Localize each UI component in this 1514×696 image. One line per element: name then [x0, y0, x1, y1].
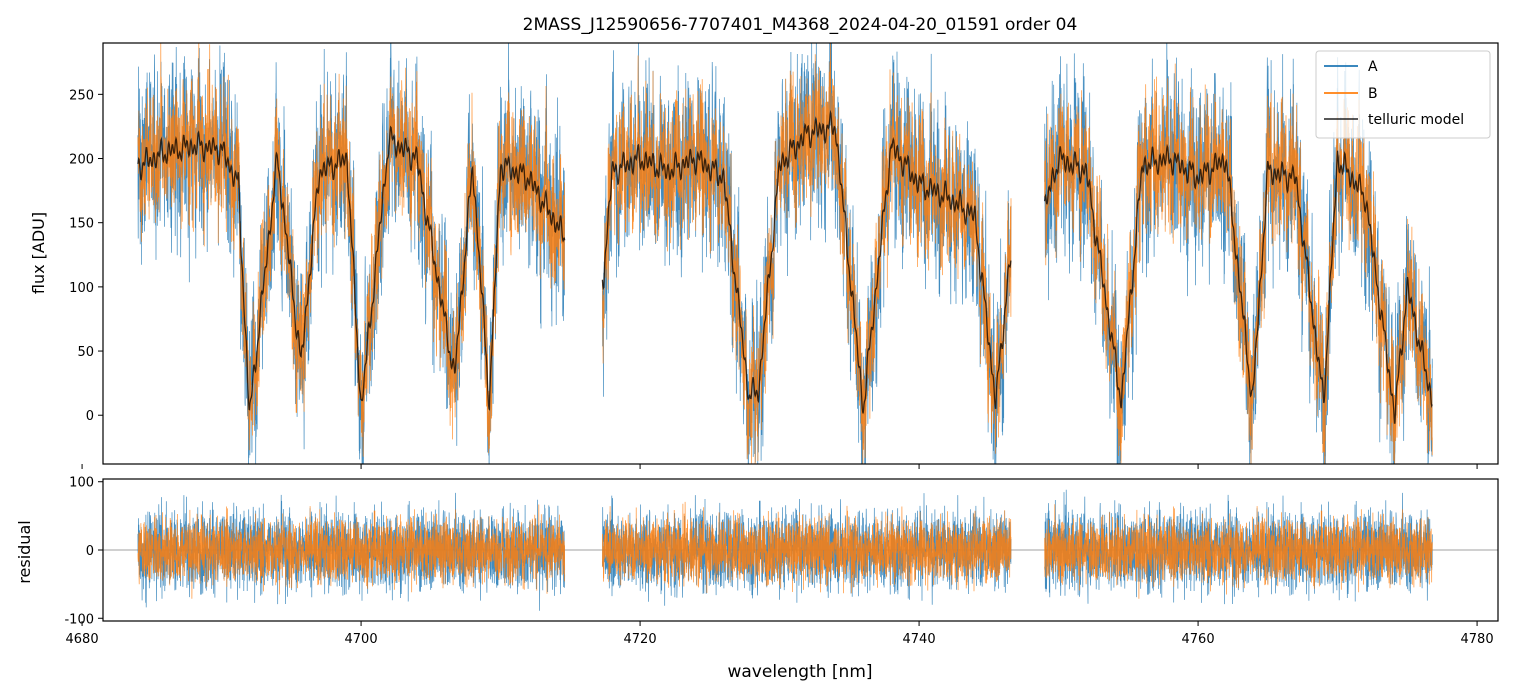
residual-y-label: residual	[15, 520, 34, 583]
flux-axes-frame	[102, 42, 1499, 465]
residual-panel: -100 0 100 4680 4700 4720 4740 4760 4780 residu…	[15, 476, 1499, 682]
chart-title: 2MASS_J12590656-7707401_M4368_2024-04-20…	[523, 15, 1078, 35]
x-tick-label: 4700	[345, 632, 378, 647]
legend-label-a: A	[1368, 59, 1378, 75]
residual-y-tick-label: 0	[86, 544, 94, 559]
flux-x-ticks	[81, 464, 1478, 469]
telluric-model-line	[137, 109, 1433, 424]
x-axis-label: wavelength [nm]	[727, 662, 872, 682]
x-tick-label: 4740	[903, 632, 936, 647]
flux-y-tick-label: 0	[86, 409, 94, 424]
series-b-residual-line	[137, 501, 1433, 599]
x-tick-label: 4680	[66, 632, 99, 647]
flux-y-tick-label: 50	[77, 345, 94, 360]
x-tick-label: 4780	[1461, 632, 1494, 647]
x-tick-label: 4720	[624, 632, 657, 647]
residual-x-ticks: 4680 4700 4720 4740 4760 4780	[66, 621, 1494, 647]
flux-plot-area	[137, 43, 1433, 464]
legend-box	[1315, 50, 1491, 139]
legend: A B telluric model	[1315, 50, 1491, 139]
x-tick-label: 4760	[1182, 632, 1215, 647]
legend-label-b: B	[1368, 86, 1378, 102]
legend-label-telluric-model: telluric model	[1368, 112, 1464, 128]
residual-y-ticks: -100 0 100	[64, 476, 103, 627]
flux-y-tick-label: 100	[69, 281, 94, 296]
flux-y-ticks: 0 50 100 150 200 250	[69, 88, 103, 424]
flux-y-label: flux [ADU]	[29, 212, 48, 294]
flux-y-tick-label: 200	[69, 153, 94, 168]
residual-y-tick-label: -100	[64, 612, 94, 627]
flux-panel: 0 50 100 150 200 250 flux [ADU] A B telluric …	[29, 42, 1499, 469]
residual-plot-area	[103, 489, 1498, 611]
flux-y-tick-label: 150	[69, 217, 94, 232]
residual-y-tick-label: 100	[69, 476, 94, 491]
flux-y-tick-label: 250	[69, 88, 94, 103]
